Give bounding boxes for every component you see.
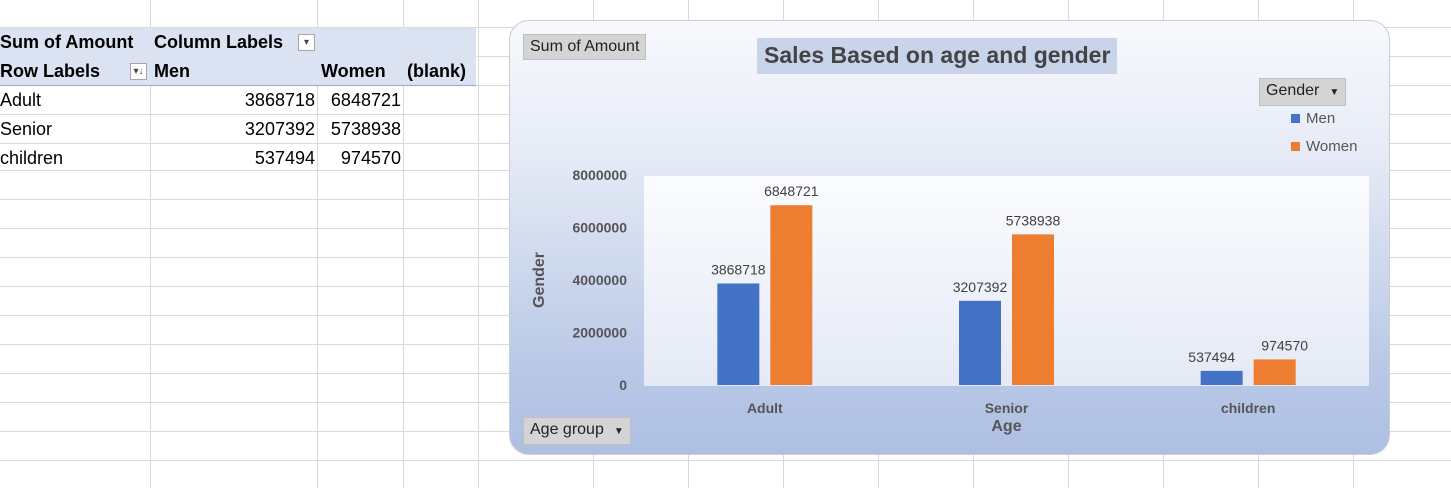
men-value[interactable]: 537494 (254, 148, 315, 168)
row-labels-filter-sort-button[interactable]: ▾↓ (130, 63, 147, 80)
women-value[interactable]: 5738938 (330, 119, 401, 139)
y-axis-title: Gender (531, 252, 548, 308)
y-tick-label: 0 (619, 377, 627, 393)
x-tick-label: Adult (747, 400, 783, 416)
legend-swatch-men (1291, 113, 1300, 123)
y-tick-label: 2000000 (572, 325, 627, 341)
row-label[interactable]: Adult (0, 90, 42, 110)
legend-label-women: Women (1306, 138, 1358, 155)
x-tick-label: children (1221, 400, 1275, 416)
women-value[interactable]: 6848721 (330, 90, 401, 110)
plot-area[interactable] (644, 176, 1369, 386)
men-value[interactable]: 3868718 (244, 90, 315, 110)
bar-men-senior (959, 300, 1001, 385)
bar-men-children (1200, 370, 1243, 385)
bar-men-adult (717, 283, 760, 385)
pivot-column-labels[interactable]: Column Labels (154, 32, 284, 52)
bar-women-adult (770, 205, 813, 385)
pivot-col-men[interactable]: Men (154, 61, 190, 81)
column-labels-dropdown-button[interactable]: ▾ (298, 34, 315, 51)
y-tick-label: 8000000 (572, 167, 627, 183)
data-label: 5738938 (1006, 212, 1061, 228)
pivot-value-field-label[interactable]: Sum of Amount (0, 32, 134, 52)
chart-title[interactable]: Sales Based on age and gender (757, 38, 1118, 74)
chevron-down-icon: ▼ (613, 426, 624, 437)
bar-women-senior (1012, 234, 1054, 385)
x-axis-title: Age (991, 418, 1021, 435)
legend-item-men[interactable]: Men (1291, 110, 1335, 127)
data-label: 6848721 (764, 183, 819, 199)
pivot-header-row-1: Sum of Amount Column Labels ▾ (0, 28, 476, 57)
chart-svg: 0 2000000 4000000 6000000 8000000 Gender 38687… (531, 167, 1308, 435)
data-label: 3868718 (711, 261, 766, 277)
women-value[interactable]: 974570 (340, 148, 401, 168)
table-row: Senior 3207392 5738938 (0, 115, 476, 144)
value-field-button[interactable]: Sum of Amount (523, 34, 647, 60)
table-row: Adult 3868718 6848721 (0, 86, 476, 115)
pivot-row-labels[interactable]: Row Labels (0, 61, 101, 81)
legend-label-men: Men (1306, 110, 1336, 127)
data-label: 537494 (1188, 349, 1235, 365)
data-label: 3207392 (953, 279, 1008, 295)
legend-swatch-women (1291, 141, 1300, 151)
chevron-down-icon: ▼ (1329, 87, 1340, 98)
pivot-col-women[interactable]: Women (321, 61, 386, 81)
row-label[interactable]: Senior (0, 119, 53, 139)
pivot-chart[interactable]: Sum of Amount Sales Based on age and gen… (509, 20, 1390, 455)
axis-field-button[interactable]: Age group ▼ (523, 417, 631, 445)
x-tick-label: Senior (985, 400, 1029, 416)
y-tick-label: 4000000 (572, 272, 627, 288)
legend-field-label: Gender (1266, 82, 1320, 99)
row-label[interactable]: children (0, 148, 64, 168)
legend-item-women[interactable]: Women (1291, 138, 1357, 155)
bar-women-children (1253, 359, 1296, 385)
axis-field-label: Age group (530, 421, 604, 438)
pivot-col-blank[interactable]: (blank) (407, 61, 467, 81)
men-value[interactable]: 3207392 (244, 119, 315, 139)
table-row: children 537494 974570 (0, 144, 476, 173)
pivot-header-row-2: Row Labels ▾↓ Men Women (blank) (0, 57, 476, 86)
y-tick-label: 6000000 (572, 220, 627, 236)
data-label: 974570 (1261, 337, 1308, 353)
legend-field-button[interactable]: Gender ▼ (1259, 78, 1347, 106)
